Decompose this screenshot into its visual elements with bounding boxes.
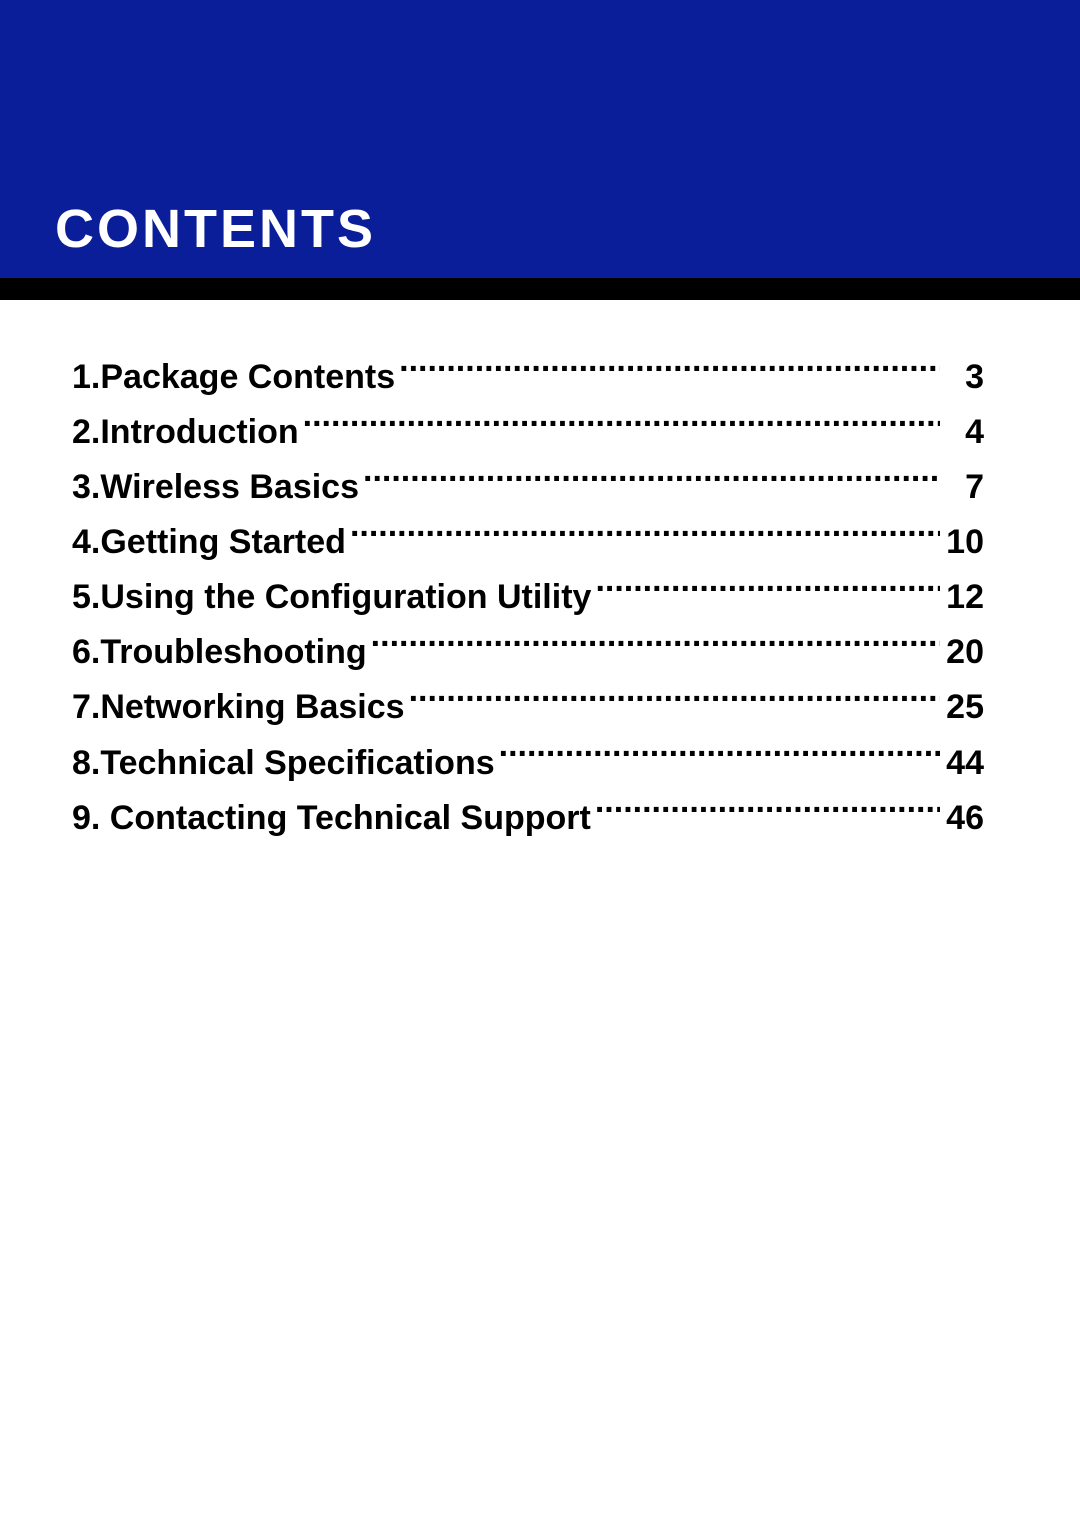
header-band: CONTENTS [0,0,1080,278]
toc-label: 6.Troubleshooting [72,625,367,680]
toc-page: 10 [944,515,984,570]
toc-label: 3.Wireless Basics [72,460,359,515]
divider-band [0,278,1080,300]
toc-label: 1.Package Contents [72,350,395,405]
toc-entry: 6.Troubleshooting 20 [72,625,984,680]
toc-page: 4 [944,405,984,460]
toc-container: 1.Package Contents 3 2.Introduction 4 3.… [0,300,1080,846]
page-title: CONTENTS [55,198,376,260]
toc-dots [350,519,940,553]
toc-label: 9. Contacting Technical Support [72,791,591,846]
toc-entry: 9. Contacting Technical Support 46 [72,791,984,846]
toc-label: 2.Introduction [72,405,299,460]
toc-dots [595,574,940,608]
toc-dots [499,740,940,774]
toc-page: 7 [944,460,984,515]
toc-page: 25 [944,680,984,735]
toc-page: 46 [944,791,984,846]
toc-dots [409,684,940,718]
toc-label: 5.Using the Configuration Utility [72,570,591,625]
toc-page: 12 [944,570,984,625]
toc-page: 44 [944,736,984,791]
toc-entry: 3.Wireless Basics 7 [72,460,984,515]
toc-entry: 4.Getting Started 10 [72,515,984,570]
toc-entry: 7.Networking Basics 25 [72,680,984,735]
toc-label: 4.Getting Started [72,515,346,570]
toc-dots [363,464,940,498]
toc-label: 8.Technical Specifications [72,736,495,791]
toc-entry: 2.Introduction 4 [72,405,984,460]
toc-dots [371,629,940,663]
toc-dots [595,795,940,829]
toc-entry: 8.Technical Specifications 44 [72,736,984,791]
toc-label: 7.Networking Basics [72,680,405,735]
toc-page: 3 [944,350,984,405]
toc-entry: 5.Using the Configuration Utility 12 [72,570,984,625]
toc-dots [303,409,940,443]
toc-page: 20 [944,625,984,680]
toc-dots [399,354,940,388]
toc-entry: 1.Package Contents 3 [72,350,984,405]
